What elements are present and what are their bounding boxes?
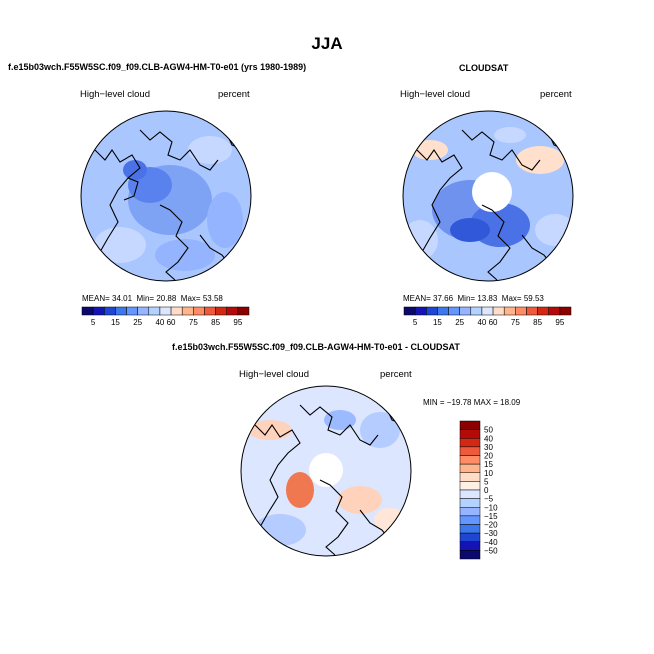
- colorbar-tick-label: 5: [91, 318, 96, 327]
- colorbar-swatch: [226, 306, 239, 316]
- colorbar-swatch: [559, 306, 572, 316]
- colorbar-tick-label: 95: [555, 318, 564, 327]
- colorbar-swatch: [459, 472, 481, 482]
- colorbar-tick-label: −10: [484, 503, 498, 512]
- colorbar-tick-label: 60: [167, 318, 176, 327]
- colorbar-tick-label: 85: [533, 318, 542, 327]
- colorbar-swatch: [215, 306, 227, 316]
- figure-title: JJA: [311, 34, 343, 53]
- colorbar-tick-label: 15: [111, 318, 120, 327]
- colorbar-swatch: [104, 306, 116, 316]
- colorbar-tick-label: 95: [233, 318, 242, 327]
- diff-units-label: percent: [380, 369, 412, 380]
- obs-stats: MEAN= 37.66 Min= 13.83 Max= 59.53: [403, 294, 544, 303]
- obs-field-label: High−level cloud: [400, 89, 470, 100]
- colorbar-swatch: [148, 306, 161, 316]
- colorbar-swatch: [81, 306, 94, 316]
- colorbar-tick-label: 40: [155, 318, 164, 327]
- colorbar-swatch: [181, 306, 194, 316]
- colorbar-swatch: [537, 306, 549, 316]
- colorbar-tick-label: 40: [484, 434, 493, 443]
- colorbar-tick-label: −30: [484, 529, 498, 538]
- colorbar-tick-label: 5: [484, 477, 489, 486]
- colorbar-tick-label: 50: [484, 426, 493, 435]
- model-field-label: High−level cloud: [80, 89, 150, 100]
- colorbar-tick-label: 60: [489, 318, 498, 327]
- diff-stats: MIN = −19.78 MAX = 18.09: [423, 398, 521, 407]
- colorbar-swatch: [237, 306, 250, 316]
- colorbar-swatch: [459, 455, 481, 465]
- colorbar-tick-label: 25: [133, 318, 142, 327]
- colorbar-tick-label: 15: [433, 318, 442, 327]
- colorbar-tick-label: 15: [484, 460, 493, 469]
- diff-panel-header: f.e15b03wch.F55W5SC.f09_f09.CLB-AGW4-HM-…: [172, 342, 460, 352]
- colorbar-swatch: [403, 306, 416, 316]
- colorbar-tick-label: 75: [511, 318, 520, 327]
- colorbar-tick-label: 5: [413, 318, 418, 327]
- colorbar-swatch: [159, 306, 172, 316]
- colorbar-swatch: [470, 306, 483, 316]
- colorbar-swatch: [459, 498, 481, 508]
- colorbar-tick-label: −15: [484, 512, 498, 521]
- colorbar-swatch: [459, 446, 481, 456]
- colorbar-swatch: [92, 306, 105, 316]
- model-colorbar: 5 15 25 40 60 75 85 95: [81, 306, 250, 327]
- diff-field-label: High−level cloud: [239, 369, 309, 380]
- colorbar-swatch: [459, 550, 481, 560]
- colorbar-tick-label: 85: [211, 318, 220, 327]
- colorbar-swatch: [115, 306, 127, 316]
- colorbar-tick-label: 75: [189, 318, 198, 327]
- diff-polar-map: [240, 385, 412, 557]
- colorbar-tick-label: 25: [455, 318, 464, 327]
- colorbar-swatch: [459, 532, 481, 542]
- colorbar-tick-label: −50: [484, 546, 498, 555]
- colorbar-tick-label: −40: [484, 538, 498, 547]
- model-stats: MEAN= 34.01 Min= 20.88 Max= 53.58: [82, 294, 223, 303]
- model-panel-header: f.e15b03wch.F55W5SC.f09_f09.CLB-AGW4-HM-…: [8, 62, 307, 72]
- colorbar-swatch: [481, 306, 494, 316]
- colorbar-swatch: [459, 524, 481, 534]
- colorbar-swatch: [503, 306, 516, 316]
- obs-colorbar: 5 15 25 40 60 75 85 95: [403, 306, 572, 327]
- colorbar-swatch: [448, 306, 460, 316]
- colorbar-swatch: [459, 481, 481, 491]
- colorbar-tick-label: 10: [484, 469, 493, 478]
- colorbar-tick-label: 20: [484, 452, 493, 461]
- colorbar-swatch: [459, 463, 481, 473]
- colorbar-swatch: [126, 306, 138, 316]
- model-units-label: percent: [218, 89, 250, 100]
- colorbar-swatch: [492, 306, 505, 316]
- obs-units-label: percent: [540, 89, 572, 100]
- colorbar-swatch: [437, 306, 449, 316]
- colorbar-swatch: [204, 306, 216, 316]
- colorbar-swatch: [526, 306, 538, 316]
- colorbar-swatch: [459, 306, 472, 316]
- obs-panel-header: CLOUDSAT: [459, 63, 509, 73]
- colorbar-swatch: [426, 306, 438, 316]
- colorbar-swatch: [459, 541, 481, 551]
- colorbar-swatch: [137, 306, 150, 316]
- colorbar-tick-label: 40: [477, 318, 486, 327]
- colorbar-tick-label: 30: [484, 443, 493, 452]
- colorbar-tick-label: −5: [484, 495, 494, 504]
- colorbar-swatch: [459, 429, 481, 439]
- colorbar-swatch: [170, 306, 183, 316]
- colorbar-swatch: [459, 489, 481, 499]
- colorbar-tick-label: −20: [484, 521, 498, 530]
- colorbar-swatch: [414, 306, 427, 316]
- colorbar-swatch: [459, 507, 481, 517]
- colorbar-swatch: [459, 420, 481, 430]
- obs-polar-map: [402, 110, 574, 282]
- colorbar-swatch: [548, 306, 561, 316]
- colorbar-swatch: [193, 306, 205, 316]
- model-polar-map: [80, 110, 252, 282]
- colorbar-tick-label: 0: [484, 486, 489, 495]
- colorbar-swatch: [459, 438, 481, 448]
- colorbar-swatch: [515, 306, 527, 316]
- colorbar-swatch: [459, 515, 481, 525]
